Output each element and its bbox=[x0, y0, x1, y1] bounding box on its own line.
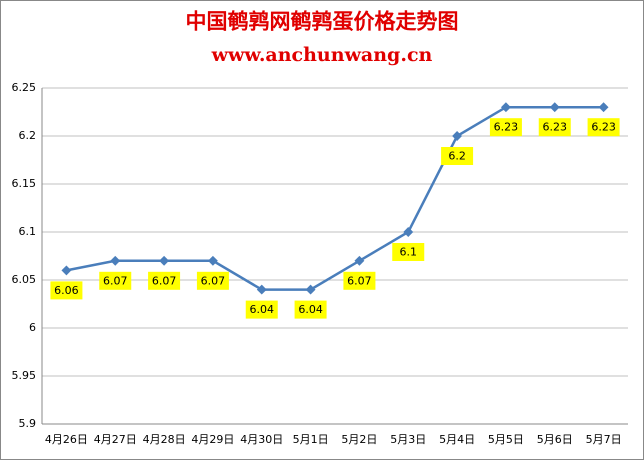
chart-subtitle: www.anchunwang.cn bbox=[211, 44, 433, 66]
x-tick-label: 5月6日 bbox=[537, 433, 573, 446]
y-tick-label: 6.05 bbox=[12, 273, 37, 286]
x-tick-label: 4月30日 bbox=[240, 433, 283, 446]
data-label-bg bbox=[196, 271, 229, 290]
x-tick-label: 5月3日 bbox=[390, 433, 426, 446]
x-tick-label: 5月2日 bbox=[341, 433, 377, 446]
data-line bbox=[66, 105, 604, 291]
y-tick-label: 6 bbox=[29, 321, 36, 334]
x-tick-label: 5月4日 bbox=[439, 433, 475, 446]
data-label-bg bbox=[148, 271, 181, 290]
data-label-bg bbox=[587, 118, 620, 137]
data-label: 6.2 bbox=[448, 150, 466, 163]
data-label-bg bbox=[441, 147, 474, 165]
x-tick-label: 5月5日 bbox=[488, 433, 524, 446]
data-marker bbox=[403, 227, 414, 237]
data-label-bg bbox=[99, 271, 132, 290]
data-label: 6.23 bbox=[591, 121, 616, 134]
data-label-bg bbox=[343, 271, 376, 290]
x-tick-label: 5月7日 bbox=[586, 433, 622, 446]
data-label: 6.06 bbox=[54, 284, 79, 297]
x-tick-label: 4月29日 bbox=[191, 433, 234, 446]
chart-title: 中国鹌鹑网鹌鹑蛋价格走势图 bbox=[186, 9, 459, 34]
data-marker bbox=[354, 255, 365, 266]
data-label: 6.23 bbox=[494, 121, 519, 134]
data-label-bg bbox=[392, 243, 425, 261]
x-tick-label: 4月27日 bbox=[94, 433, 137, 446]
x-tick-label: 4月26日 bbox=[45, 433, 88, 446]
data-label: 6.07 bbox=[152, 274, 177, 287]
data-label: 6.1 bbox=[400, 246, 418, 259]
data-marker bbox=[207, 255, 218, 266]
data-label: 6.04 bbox=[250, 303, 275, 316]
y-tick-label: 6.25 bbox=[12, 81, 37, 94]
data-label-bg bbox=[489, 118, 522, 137]
data-marker bbox=[598, 102, 609, 113]
data-marker bbox=[159, 255, 170, 266]
data-label: 6.04 bbox=[298, 303, 323, 316]
data-marker bbox=[549, 102, 560, 113]
y-tick-label: 6.1 bbox=[19, 225, 37, 238]
data-marker bbox=[256, 284, 267, 295]
data-label-bg bbox=[50, 281, 83, 300]
data-label: 6.07 bbox=[201, 274, 226, 287]
y-tick-label: 5.9 bbox=[19, 417, 37, 430]
data-marker bbox=[452, 131, 463, 141]
data-label-bg bbox=[538, 118, 571, 137]
data-label: 6.07 bbox=[347, 274, 372, 287]
y-tick-label: 6.2 bbox=[19, 129, 37, 142]
x-tick-label: 5月1日 bbox=[293, 433, 329, 446]
data-label: 6.23 bbox=[543, 121, 568, 134]
data-label-bg bbox=[245, 300, 278, 319]
y-tick-label: 6.15 bbox=[12, 177, 37, 190]
data-label-bg bbox=[294, 300, 327, 319]
x-tick-label: 4月28日 bbox=[143, 433, 186, 446]
data-marker bbox=[305, 284, 316, 295]
data-label: 6.07 bbox=[103, 274, 128, 287]
y-tick-label: 5.95 bbox=[12, 369, 37, 382]
